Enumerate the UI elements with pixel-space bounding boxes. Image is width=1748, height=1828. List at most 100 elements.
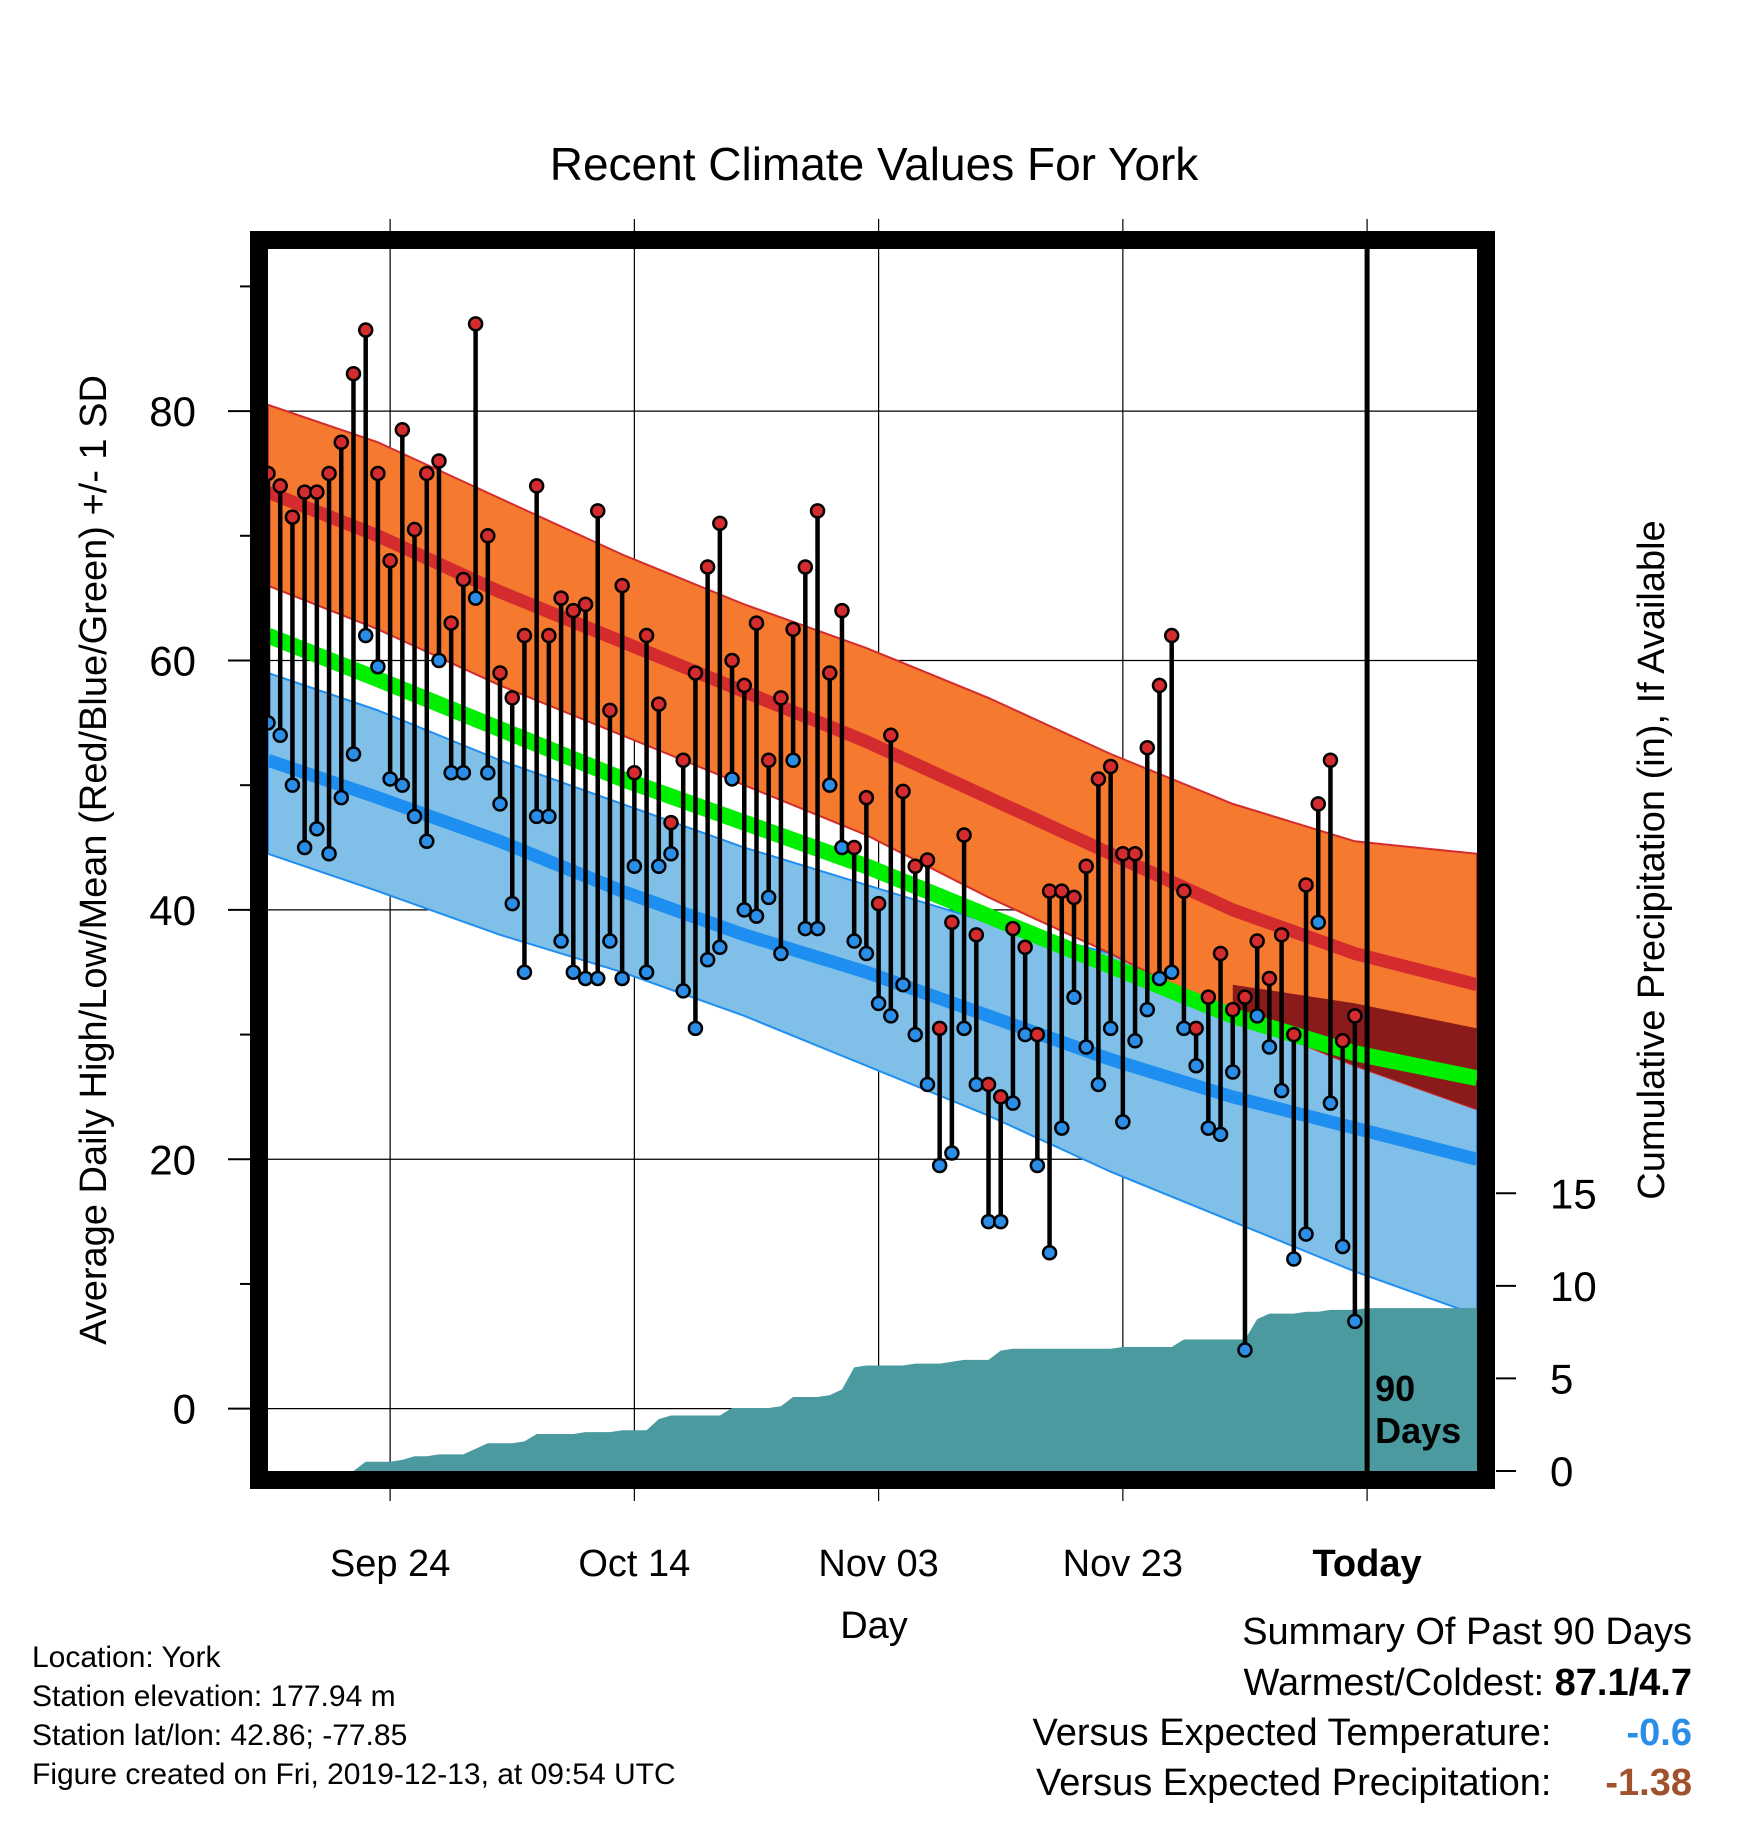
summary-label: Versus Expected Precipitation: [1036,1762,1552,1804]
high-point [736,677,753,694]
high-point [1249,933,1265,949]
low-point [1225,1064,1241,1080]
high-point [1188,1020,1204,1037]
high-point [406,521,423,538]
low-point [1151,970,1168,987]
high-point [1225,1001,1241,1018]
low-normal-line [265,754,1479,1166]
high-point [687,665,704,681]
low-point [1041,1245,1058,1261]
high-point [638,627,655,644]
low-point [992,1213,1009,1230]
low-point [1322,1095,1339,1111]
low-point [1127,1033,1143,1049]
high-point [382,552,398,569]
high-point [541,627,557,644]
low-point [1029,1157,1046,1174]
low-point [785,752,801,768]
low-point [1273,1082,1290,1099]
low-point [944,1145,960,1161]
y2-tick-label: 10 [1550,1263,1597,1310]
y2-tick-label: 0 [1550,1448,1573,1495]
low-point [589,970,606,987]
high-point [333,434,350,451]
y-tick-label: 60 [149,637,196,684]
low-point [883,1008,899,1024]
low-point [699,952,716,968]
latlon-text: Station lat/lon: 42.86; -77.85 [32,1719,408,1752]
high-point [846,839,862,856]
high-point [492,665,508,681]
high-point [528,478,545,494]
y2-axis-label: Cumulative Precipitation (in), If Availa… [1631,520,1673,1199]
high-point [577,596,594,613]
summary-value: -1.38 [1605,1762,1692,1804]
plot-frame [250,231,1495,1489]
low-point [870,995,887,1012]
high-point [394,422,411,438]
low-point [675,983,691,999]
low-point [553,933,569,949]
low-point [419,833,435,850]
low-point [1090,1076,1107,1093]
high-point [919,852,936,868]
high-point [1286,1026,1302,1043]
low-point [687,1020,704,1037]
low-point [809,920,826,937]
high-point [1078,858,1094,874]
high-point [1139,740,1156,756]
high-point [553,590,569,606]
low-point [651,858,667,874]
high-point [724,652,740,669]
high-point [626,764,643,781]
low-point [1249,1008,1265,1024]
low-point [321,846,337,862]
low-point [724,771,740,787]
x-tick-label: Nov 03 [818,1543,938,1585]
high-point [1029,1026,1046,1043]
days-annotation-label: Days [1375,1410,1461,1451]
low-point [773,945,789,962]
x-axis-label: Day [840,1605,908,1647]
low-point [565,964,582,980]
high-point [1298,877,1314,893]
high-point [785,621,801,638]
low-point [1212,1126,1229,1143]
axes: 0 20 40 60 80 0 5 10 15 Sep 24 Oct 14 Nov 03 Nov 23 T… [149,285,1597,1585]
low-point [504,895,520,912]
high-point [931,1020,948,1037]
precipitation-area [268,1308,1477,1471]
low-point [1200,1120,1217,1136]
low-point [602,933,618,949]
summary-row-warmest: Warmest/Coldest: 87.1/4.7 [792,1658,1692,1708]
high-point [773,690,789,706]
high-point [1261,970,1278,987]
high-point [663,814,679,831]
summary-heading: Summary Of Past 90 Days [1242,1611,1692,1653]
y-tick-label: 0 [173,1386,196,1433]
high-point [1237,989,1253,1005]
low-point [455,764,472,781]
low-point [357,627,374,644]
high-point [1200,989,1217,1005]
high-point [455,571,472,588]
high-point [1151,677,1168,694]
high-point [1054,883,1070,899]
y-tick-label: 80 [149,388,196,435]
y-axis-label: Average Daily High/Low/Mean (Red/Blue/Gr… [73,375,115,1345]
precipitation-fill [268,1308,1477,1471]
location-text: Location: York [32,1641,221,1674]
high-point [357,322,374,338]
high-point [321,465,337,482]
low-point [345,746,362,762]
high-point [516,627,533,644]
high-point [345,365,362,382]
low-point [1310,914,1326,931]
low-point [748,908,765,924]
low-point [394,777,411,793]
low-point [1102,1020,1119,1037]
high-point [883,727,899,744]
high-point [651,696,667,712]
high-point [895,783,911,800]
y-tick-label: 20 [149,1136,196,1183]
